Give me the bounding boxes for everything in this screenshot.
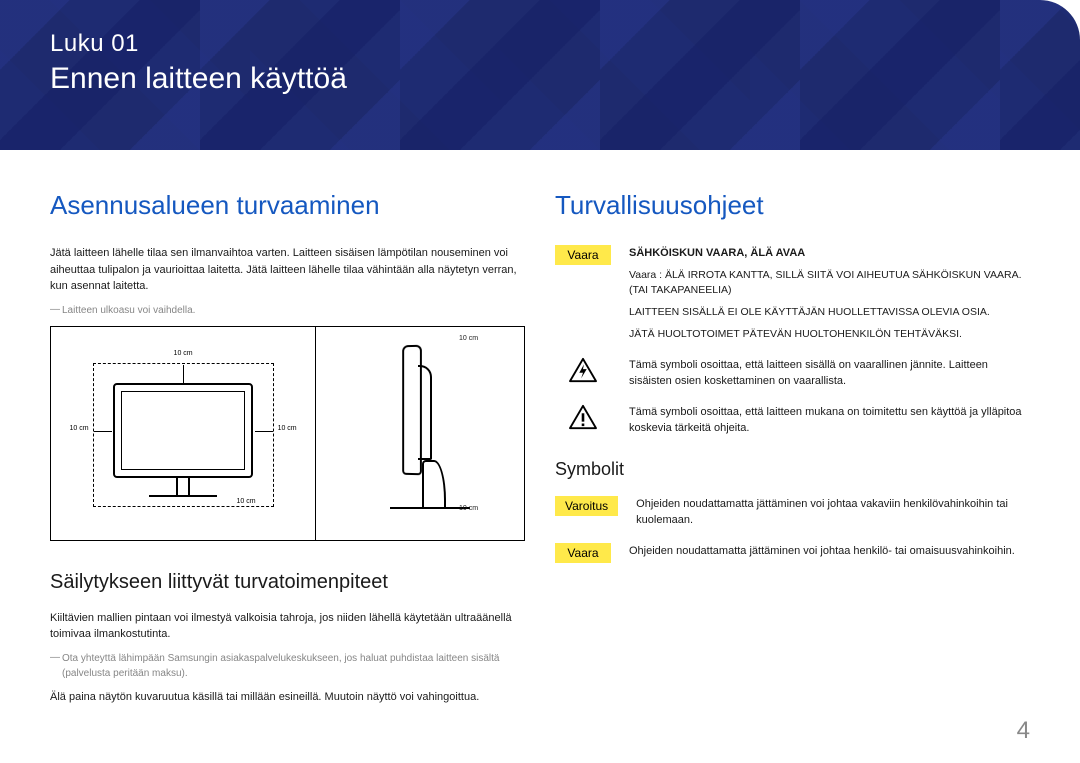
symbol-row-instructions: Tämä symboli osoittaa, että laitteen muk… (555, 404, 1030, 437)
section-heading-symbols: Symbolit (555, 459, 1030, 480)
dim-label: 10 cm (459, 505, 478, 512)
warning-title: SÄHKÖISKUN VAARA, ÄLÄ AVAA (629, 245, 1030, 262)
warning-line: Vaara : ÄLÄ IRROTA KANTTA, SILLÄ SIITÄ V… (629, 268, 1030, 300)
body-paragraph: Jätä laitteen lähelle tilaa sen ilmanvai… (50, 245, 525, 295)
exclamation-triangle-icon (555, 404, 611, 430)
badge-vaara: Vaara (555, 543, 611, 563)
high-voltage-icon (555, 357, 611, 383)
dim-label: 10 cm (70, 425, 89, 432)
dim-label: 10 cm (174, 350, 193, 357)
warning-text: Tämä symboli osoittaa, että laitteen sis… (629, 357, 1030, 390)
symbol-row-voltage: Tämä symboli osoittaa, että laitteen sis… (555, 357, 1030, 390)
chapter-banner: Luku 01 Ennen laitteen käyttöä (0, 0, 1080, 150)
symbol-definition-caution: Vaara Ohjeiden noudattamatta jättäminen … (555, 543, 1030, 563)
content-area: Asennusalueen turvaaminen Jätä laitteen … (0, 150, 1080, 713)
dim-label: 10 cm (278, 425, 297, 432)
warning-text: SÄHKÖISKUN VAARA, ÄLÄ AVAA Vaara : ÄLÄ I… (629, 245, 1030, 343)
page-number: 4 (1017, 717, 1030, 745)
warning-line: LAITTEEN SISÄLLÄ EI OLE KÄYTTÄJÄN HUOLLE… (629, 305, 1030, 321)
badge-vaara: Vaara (555, 245, 611, 265)
warning-text: Tämä symboli osoittaa, että laitteen muk… (629, 404, 1030, 437)
diagram-side-view: 10 cm 10 cm (316, 327, 524, 540)
section-heading-storage: Säilytykseen liittyvät turvatoimenpiteet (50, 571, 525, 594)
warning-text: Ohjeiden noudattamatta jättäminen voi jo… (636, 496, 1030, 529)
badge-varoitus: Varoitus (555, 496, 618, 516)
chapter-label: Luku 01 (50, 30, 1030, 58)
chapter-title: Ennen laitteen käyttöä (50, 62, 1030, 96)
right-column: Turvallisuusohjeet Vaara SÄHKÖISKUN VAAR… (555, 190, 1030, 713)
footnote: Laitteen ulkoasu voi vaihdella. (50, 303, 525, 318)
footnote: Ota yhteyttä lähimpään Samsungin asiakas… (50, 651, 525, 681)
symbol-definition-warning: Varoitus Ohjeiden noudattamatta jättämin… (555, 496, 1030, 529)
section-heading-safety: Turvallisuusohjeet (555, 190, 1030, 221)
left-column: Asennusalueen turvaaminen Jätä laitteen … (50, 190, 525, 713)
clearance-diagram: 10 cm 10 cm 10 cm 10 cm 10 cm 10 cm (50, 326, 525, 541)
dim-label: 10 cm (459, 335, 478, 342)
warning-line: JÄTÄ HUOLTOTOIMET PÄTEVÄN HUOLTOHENKILÖN… (629, 327, 1030, 343)
dim-label: 10 cm (237, 498, 256, 505)
warning-text: Ohjeiden noudattamatta jättäminen voi jo… (629, 543, 1030, 560)
body-paragraph: Älä paina näytön kuvaruutua käsillä tai … (50, 689, 525, 706)
section-heading-installation: Asennusalueen turvaaminen (50, 190, 525, 221)
warning-block-danger: Vaara SÄHKÖISKUN VAARA, ÄLÄ AVAA Vaara :… (555, 245, 1030, 343)
diagram-front-view: 10 cm 10 cm 10 cm 10 cm (51, 327, 316, 540)
body-paragraph: Kiiltävien mallien pintaan voi ilmestyä … (50, 610, 525, 643)
